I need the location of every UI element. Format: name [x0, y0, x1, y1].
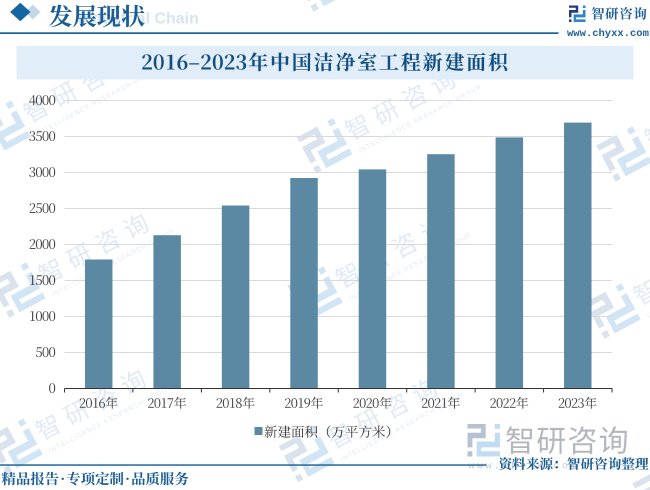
svg-text:www.chyxx.com: www.chyxx.com — [567, 28, 649, 40]
svg-text:www.chyxx.com: www.chyxx.com — [469, 461, 580, 473]
